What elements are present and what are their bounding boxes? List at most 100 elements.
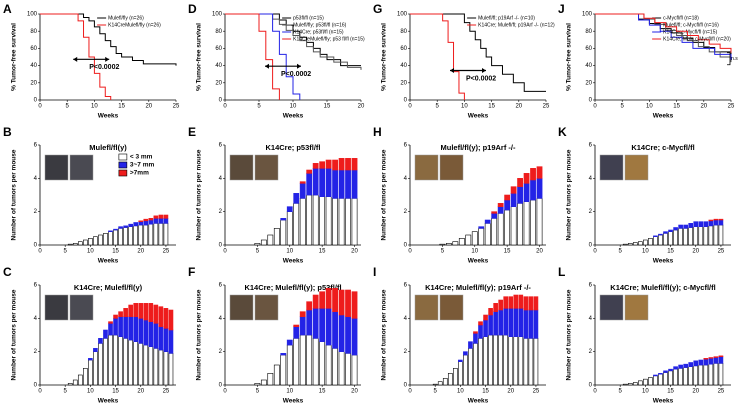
bar-segment	[703, 358, 709, 360]
photo	[599, 154, 624, 181]
bar-segment	[713, 224, 719, 246]
bar-segment	[498, 334, 503, 386]
bar-segment	[488, 308, 493, 316]
bar-segment	[510, 186, 517, 194]
bar-segment	[133, 222, 139, 227]
x-tick-label: 5	[619, 389, 623, 395]
x-tick-label: 0	[593, 389, 597, 395]
legend-label: K14Cre; Mulefl/fl; p19Arf -/- (n=12)	[478, 22, 555, 28]
bar-segment	[293, 193, 300, 204]
photo	[44, 154, 69, 181]
x-tick-label: 25	[718, 389, 725, 395]
bar-segment	[658, 373, 663, 386]
x-tick-label: 10	[286, 249, 293, 255]
x-tick-label: 10	[471, 249, 478, 255]
bar-segment	[432, 383, 438, 386]
bar-segment	[708, 225, 714, 246]
x-axis-label: Weeks	[283, 258, 304, 265]
bar-segment	[513, 336, 519, 386]
x-tick-label: 10	[286, 389, 293, 395]
bar-segment	[437, 381, 443, 386]
bar-segment	[163, 214, 169, 219]
bar-segment	[673, 227, 678, 231]
bar-segment	[345, 158, 351, 171]
y-tick-label: 4	[219, 176, 223, 182]
arrow-head	[265, 63, 301, 69]
bar-segment	[497, 206, 504, 214]
bar-segment	[713, 363, 719, 386]
bar-segment	[143, 224, 149, 246]
bar-segment	[483, 319, 488, 337]
bar-segment	[163, 308, 169, 329]
bar-segment	[503, 308, 509, 336]
x-tick-label: 0	[223, 249, 227, 255]
bar-segment	[627, 383, 633, 386]
bar-segment	[530, 179, 536, 201]
bar-segment	[452, 241, 459, 246]
annotation: P<0.0002	[89, 64, 119, 71]
y-tick-label: 80	[400, 29, 407, 35]
bar-segment	[299, 311, 306, 317]
bar-segment	[299, 183, 306, 199]
bar-segment	[518, 308, 524, 337]
chart-title: K14Cre; Mulefl/fl(y)	[74, 283, 143, 292]
survival-curve	[595, 13, 732, 53]
bar-segment	[663, 370, 668, 373]
bar-segment	[153, 323, 159, 349]
y-tick-label: 100	[582, 12, 593, 18]
bar-segment	[123, 338, 128, 386]
bar-segment	[128, 339, 133, 386]
bar-segment	[523, 309, 529, 339]
survival-curve	[410, 13, 546, 92]
bar-segment	[517, 203, 523, 246]
bar-segment	[698, 226, 704, 246]
bar-segment	[345, 169, 351, 199]
bar-segment	[473, 331, 478, 334]
y-axis-label: Number of tumors per mouse	[196, 289, 203, 380]
bar-segment	[103, 233, 108, 246]
bar-segment	[113, 229, 118, 246]
x-tick-label: 25	[718, 249, 725, 255]
bar-segment	[698, 359, 704, 366]
legend-label: Mulefl/fly (n=26)	[108, 15, 144, 21]
bar-segment	[93, 236, 98, 246]
bar-segment	[493, 311, 498, 336]
bar-segment	[530, 199, 536, 246]
bar-segment	[338, 289, 345, 316]
bar-segment	[153, 304, 159, 324]
bar-segment	[627, 243, 633, 246]
y-axis-label: Number of tumors per mouse	[196, 149, 203, 240]
bar-segment	[638, 380, 643, 386]
y-tick-label: 0	[589, 383, 593, 389]
bar-segment	[351, 354, 358, 386]
bar-segment	[332, 311, 338, 349]
legend-label: K14Cre;c-Mycfl/fl (n=15)	[663, 29, 717, 35]
bar-segment	[473, 343, 478, 386]
bar-segment	[718, 355, 724, 357]
x-tick-label: 5	[256, 389, 260, 395]
bar-segment	[286, 339, 293, 346]
bracket	[727, 52, 731, 66]
x-tick-label: 10	[457, 389, 464, 395]
photo	[414, 294, 439, 321]
bar-segment	[118, 336, 123, 386]
bar-segment	[319, 308, 326, 342]
chart-title: K14Cre; Mulefl/fl(y); c-Mycfl/fl	[610, 283, 715, 292]
bar-segment	[280, 353, 287, 356]
bar-segment	[133, 225, 139, 246]
y-tick-label: 100	[212, 12, 223, 18]
bar-segment	[88, 359, 93, 386]
chart-title: Mulefl/fl(y); p19Arf -/-	[441, 143, 516, 152]
bar-segment	[148, 223, 154, 246]
bar-segment	[338, 198, 345, 246]
x-tick-label: 15	[319, 249, 326, 255]
x-axis-label: Weeks	[653, 398, 674, 405]
y-tick-label: 0	[404, 383, 408, 389]
panel-label: B	[3, 125, 12, 139]
bar-segment	[718, 224, 724, 246]
bar-segment	[484, 219, 491, 224]
bar-segment	[718, 218, 724, 221]
x-tick-label: 5	[436, 104, 440, 110]
bar-segment	[471, 231, 478, 246]
bar-segment	[93, 348, 98, 352]
